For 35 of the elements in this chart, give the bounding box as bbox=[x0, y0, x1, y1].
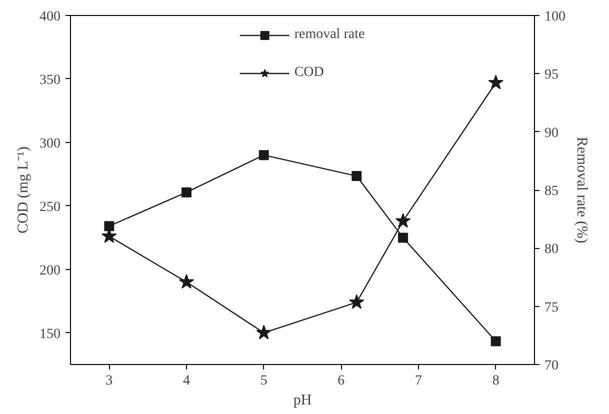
x-tick-label: 6 bbox=[338, 374, 345, 388]
y2-tick-label: 70 bbox=[544, 358, 558, 374]
y-tick-label: 300 bbox=[40, 136, 60, 152]
point bbox=[256, 324, 272, 340]
y-tick-label: 400 bbox=[40, 10, 60, 24]
y2-tick-label: 75 bbox=[544, 300, 558, 316]
y-tick-label: 200 bbox=[40, 263, 60, 278]
point bbox=[349, 294, 364, 309]
point bbox=[488, 74, 504, 90]
x-tick-label: 3 bbox=[106, 374, 113, 388]
x-axis-title: pH bbox=[293, 392, 312, 408]
y-tick-label: 150 bbox=[40, 326, 60, 342]
y2-tick-label: 85 bbox=[544, 184, 558, 199]
point bbox=[258, 150, 269, 160]
point bbox=[352, 171, 362, 182]
x-tick-label: 5 bbox=[260, 374, 268, 388]
x-tick-label: 7 bbox=[415, 374, 422, 388]
y-tick-label: 250 bbox=[40, 200, 60, 215]
y2-tick-label: 80 bbox=[544, 242, 558, 258]
point bbox=[182, 187, 192, 198]
x-tick-label: 4 bbox=[183, 374, 190, 388]
point bbox=[395, 213, 411, 228]
point bbox=[398, 232, 408, 243]
point bbox=[490, 336, 501, 346]
y2-tick-label: 90 bbox=[544, 126, 558, 141]
y-axis-title: COD (mg L⁻¹) bbox=[16, 146, 32, 234]
legend-label: removal rate bbox=[294, 27, 365, 43]
point bbox=[178, 274, 194, 289]
x-tick-label: 8 bbox=[492, 374, 500, 388]
legend-label: COD bbox=[294, 65, 324, 81]
y2-axis-title: Removal rate (%) bbox=[574, 136, 590, 244]
y-tick-label: 350 bbox=[40, 72, 60, 88]
point bbox=[104, 221, 114, 232]
y2-tick-label: 95 bbox=[544, 68, 558, 83]
y2-tick-label: 100 bbox=[544, 10, 566, 24]
